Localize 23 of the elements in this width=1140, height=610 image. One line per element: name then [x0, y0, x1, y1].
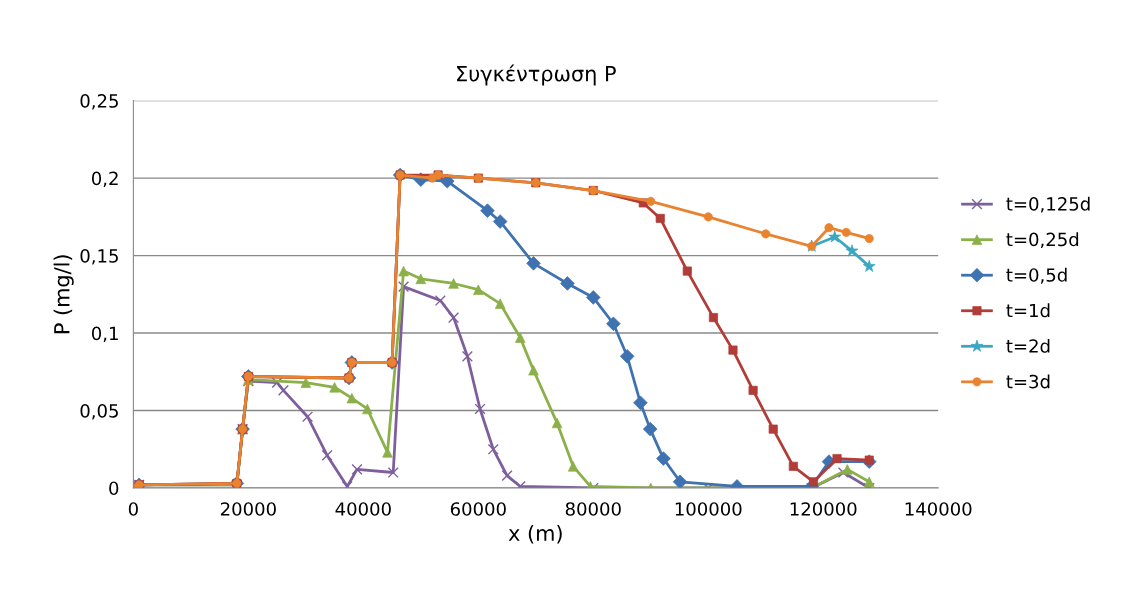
- legend-label: t=0,25d: [1006, 232, 1079, 249]
- legend-label: t=0,125d: [1006, 196, 1090, 213]
- legend-label: t=1d: [1006, 303, 1050, 318]
- x-tick-label: 100000: [675, 502, 742, 516]
- y-tick-label: 0,1: [91, 326, 118, 343]
- chart-title: Συγκέντρωση P: [457, 64, 616, 86]
- y-tick-label: 0: [109, 481, 119, 496]
- legend-label: t=0,5d: [1006, 267, 1067, 284]
- y-tick-label: 0,25: [80, 94, 118, 110]
- x-tick-label: 0: [128, 502, 138, 516]
- legend-label: t=3d: [1006, 374, 1050, 389]
- x-tick-label: 140000: [905, 502, 972, 516]
- y-axis-title: P (mg/l): [53, 255, 74, 334]
- x-tick-label: 40000: [335, 502, 391, 516]
- x-tick-label: 60000: [450, 502, 506, 516]
- y-tick-label: 0,2: [91, 171, 118, 188]
- x-tick-label: 20000: [220, 502, 276, 516]
- x-tick-label: 120000: [790, 502, 857, 516]
- x-axis-title: x (m): [508, 524, 562, 544]
- y-tick-label: 0,05: [80, 403, 118, 420]
- x-tick-label: 80000: [565, 502, 621, 516]
- legend-label: t=2d: [1006, 338, 1050, 353]
- y-tick-label: 0,15: [80, 249, 118, 265]
